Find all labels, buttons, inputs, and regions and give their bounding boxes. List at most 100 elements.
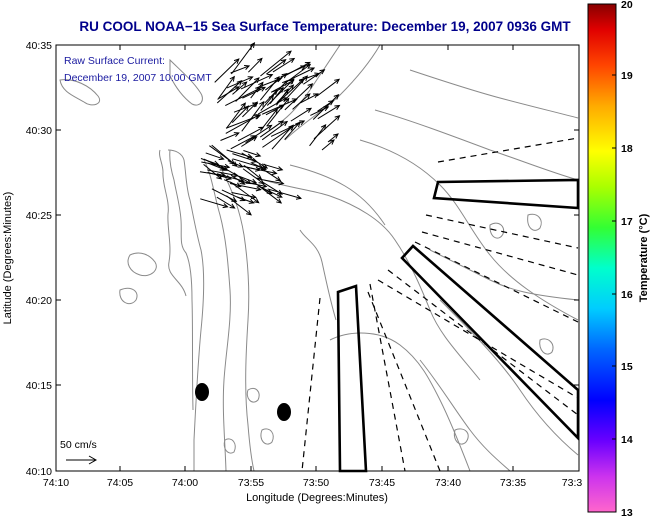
y-tick-labels: 40:35 40:30 40:25 40:20 40:15 40:10 — [26, 40, 52, 478]
current-arrow — [244, 166, 277, 174]
current-arrow — [231, 192, 256, 198]
x-axis-label: Longitude (Degrees:Minutes) — [246, 492, 388, 504]
scale-arrow — [66, 455, 98, 465]
current-arrow-head — [229, 75, 235, 82]
current-arrow-head — [272, 108, 279, 115]
marker-2 — [277, 403, 291, 421]
current-arrow-head — [281, 72, 288, 79]
colorbar-tick-label: 14 — [621, 434, 633, 446]
scale-label: 50 cm/s — [60, 439, 97, 451]
current-arrow — [240, 74, 273, 90]
current-arrow — [242, 168, 264, 184]
current-arrow — [230, 174, 245, 185]
y-tick-marks — [56, 44, 579, 386]
current-arrow — [261, 98, 298, 115]
current-arrow-head — [288, 84, 295, 91]
current-arrow-head — [236, 80, 243, 86]
current-arrow — [265, 73, 287, 91]
current-arrow-head — [240, 102, 246, 109]
current-arrow-head — [239, 179, 246, 185]
current-arrow — [248, 58, 263, 73]
y-tick-label: 40:35 — [26, 40, 52, 52]
current-arrow-head — [248, 198, 255, 204]
current-arrow-head — [231, 161, 238, 167]
current-arrow-head — [304, 93, 311, 99]
current-arrow-head — [312, 93, 319, 99]
current-arrow-head — [295, 121, 301, 128]
x-tick-label: 73:3 — [562, 477, 583, 489]
bathymetry-contours — [59, 44, 579, 472]
current-arrow-head — [276, 198, 283, 204]
current-arrow-head — [267, 74, 274, 79]
current-arrow — [238, 126, 264, 142]
current-arrow — [262, 125, 294, 148]
current-arrow-head — [259, 86, 267, 92]
current-arrow — [284, 121, 301, 140]
current-arrow — [225, 114, 261, 129]
current-arrow-head — [288, 79, 295, 85]
colorbar-tick-label: 18 — [621, 143, 633, 155]
current-arrow — [241, 136, 257, 147]
current-arrow-head — [255, 152, 262, 158]
colorbar — [587, 3, 617, 513]
current-arrow-head — [278, 120, 285, 126]
current-arrow — [207, 162, 225, 171]
current-arrow — [266, 59, 286, 75]
current-arrow — [214, 58, 240, 83]
current-arrow-head — [307, 83, 314, 89]
current-arrow — [227, 160, 243, 168]
current-arrow-head — [300, 65, 307, 71]
current-arrow — [271, 80, 288, 97]
current-arrow — [260, 167, 281, 182]
current-arrow — [303, 69, 325, 85]
current-arrow — [250, 82, 264, 99]
map-frame — [55, 44, 580, 472]
current-arrow — [223, 179, 241, 188]
current-arrow — [312, 94, 339, 120]
current-arrow — [230, 65, 250, 74]
marker-1 — [195, 383, 209, 401]
current-arrow-head — [233, 58, 240, 64]
current-arrow-head — [246, 210, 252, 216]
current-arrow — [242, 101, 258, 118]
colorbar-tick-label: 13 — [621, 507, 633, 518]
current-arrow-head — [239, 196, 246, 202]
current-arrow — [316, 78, 340, 97]
colorbar-label: Temperature (°C) — [638, 213, 650, 302]
current-arrow-head — [276, 192, 283, 198]
current-arrow-head — [302, 75, 309, 82]
current-arrow — [232, 153, 257, 163]
current-arrow — [260, 50, 292, 77]
colorbar-tick-label: 20 — [621, 0, 633, 11]
current-arrow-head — [262, 163, 269, 169]
current-arrow-head — [229, 159, 236, 165]
current-arrow-head — [254, 77, 260, 83]
current-arrow-head — [245, 179, 252, 185]
colorbar-ticks — [612, 74, 616, 440]
current-arrow — [276, 88, 289, 106]
x-tick-label: 74:10 — [43, 477, 69, 489]
current-arrow — [232, 81, 247, 95]
current-arrow-head — [333, 133, 339, 139]
current-arrow-head — [233, 132, 240, 137]
current-arrow — [207, 169, 238, 177]
current-arrow-head — [309, 67, 316, 73]
x-tick-label: 73:40 — [435, 477, 461, 489]
current-arrow-head — [243, 105, 250, 112]
current-arrow — [261, 108, 278, 130]
current-arrow-head — [305, 63, 312, 70]
current-arrow — [241, 101, 265, 132]
current-arrow — [203, 163, 222, 180]
x-tick-label: 74:00 — [172, 477, 198, 489]
current-arrow — [270, 120, 305, 137]
current-arrow — [250, 162, 267, 170]
current-arrow-head — [257, 57, 263, 64]
current-arrow — [327, 133, 339, 143]
x-tick-marks — [119, 45, 514, 471]
current-arrow — [240, 180, 267, 188]
current-arrow-head — [244, 65, 251, 70]
current-arrow — [242, 86, 266, 99]
current-arrow — [317, 105, 340, 120]
